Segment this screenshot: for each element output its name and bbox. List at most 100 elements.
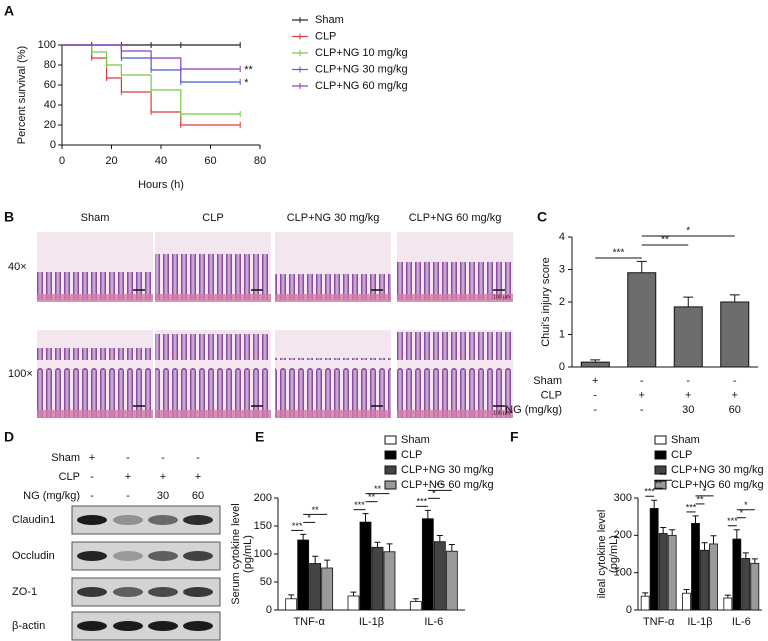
bar: [723, 597, 733, 611]
y-tick-label: 20: [44, 119, 56, 131]
error-bar: [701, 542, 708, 551]
significance: *: [703, 486, 707, 496]
scale-label: 100 μm: [493, 294, 510, 300]
y-axis-title: (pg/mL): [242, 535, 254, 573]
panel-label: F: [510, 429, 519, 445]
significance: **: [244, 64, 253, 76]
condition-value: -: [733, 375, 737, 387]
error-bar: [448, 543, 455, 552]
legend-label: Sham: [401, 434, 430, 446]
condition-value: +: [160, 471, 166, 483]
tissue: [397, 332, 513, 418]
condition-value: -: [640, 375, 644, 387]
significance: **: [436, 481, 444, 491]
significance: **: [696, 494, 704, 504]
condition-label: Sham: [533, 375, 562, 387]
y-axis-title: ileal cytokine level: [596, 510, 608, 599]
bar: [359, 521, 372, 611]
bar: [649, 508, 659, 611]
blot-band: [113, 587, 143, 597]
panel-label: B: [4, 209, 14, 225]
y-tick-label: 60: [44, 79, 56, 91]
error-bar: [651, 499, 658, 509]
condition-value: -: [126, 490, 130, 502]
legend-swatch: [654, 465, 667, 475]
error-bar: [412, 598, 419, 602]
condition-value: 60: [729, 404, 741, 416]
error-bar: [324, 559, 331, 568]
bar: [709, 543, 718, 611]
x-tick-label: IL-1β: [687, 616, 712, 628]
significance: *: [432, 489, 436, 499]
x-tick-label: TNF-α: [293, 616, 325, 628]
y-tick-label: 50: [260, 576, 272, 588]
blot-band: [77, 551, 107, 561]
significance: **: [655, 479, 663, 489]
error-bar: [386, 543, 393, 552]
mucosa: [155, 294, 271, 302]
significance: ***: [354, 500, 365, 510]
bar: [673, 306, 703, 368]
significance: ***: [613, 248, 625, 259]
legend-swatch: [654, 450, 667, 460]
significance: **: [368, 492, 376, 502]
legend-label: CLP+NG 60 mg/kg: [671, 479, 764, 491]
significance: *: [307, 513, 311, 523]
blot-band: [183, 515, 213, 525]
band-label: Occludin: [12, 550, 55, 562]
y-tick-label: 2: [559, 296, 565, 308]
column-label: CLP: [202, 212, 223, 224]
mucosa: [37, 410, 153, 418]
y-axis-title: (pg/mL): [608, 535, 620, 573]
bar: [580, 361, 610, 368]
condition-value: -: [90, 490, 94, 502]
y-tick-label: 40: [44, 99, 56, 111]
significance: *: [244, 77, 249, 89]
row-label: 40×: [8, 261, 27, 273]
column-label: Sham: [81, 212, 110, 224]
y-tick-label: 3: [559, 263, 565, 275]
error-bar: [683, 588, 690, 594]
condition-value: +: [592, 375, 598, 387]
x-tick-label: IL-6: [424, 616, 443, 628]
condition-value: -: [161, 452, 165, 464]
legend-label: CLP+NG 60 mg/kg: [315, 80, 408, 92]
legend-swatch: [654, 435, 667, 445]
bar: [667, 534, 677, 611]
column-label: CLP+NG 30 mg/kg: [287, 212, 380, 224]
bar: [732, 538, 742, 611]
bar: [383, 551, 396, 611]
y-tick-label: 80: [44, 59, 56, 71]
condition-value: -: [686, 375, 690, 387]
condition-value: +: [195, 471, 201, 483]
x-tick-label: IL-1β: [359, 616, 384, 628]
legend-label: CLP: [671, 449, 692, 461]
blot-band: [183, 551, 213, 561]
legend-label: CLP+NG 30 mg/kg: [315, 63, 408, 75]
bar: [371, 546, 384, 611]
error-bar: [733, 529, 740, 540]
condition-value: -: [196, 452, 200, 464]
bar: [321, 567, 334, 611]
bar: [297, 539, 310, 611]
x-tick-label: TNF-α: [643, 616, 675, 628]
condition-value: 30: [157, 490, 169, 502]
condition-value: +: [125, 471, 131, 483]
error-bar: [729, 294, 740, 302]
mucosa: [275, 410, 391, 418]
condition-value: +: [732, 389, 738, 401]
error-bar: [636, 260, 647, 273]
legend-swatch: [384, 450, 397, 460]
condition-label: CLP: [541, 389, 562, 401]
column-label: CLP+NG 60 mg/kg: [409, 212, 502, 224]
error-bar: [350, 591, 357, 596]
blot-band: [148, 551, 178, 561]
error-bar: [751, 558, 758, 564]
legend-swatch: [384, 465, 397, 475]
mucosa: [37, 294, 153, 302]
error-bar: [742, 552, 749, 559]
significance: ***: [292, 521, 303, 531]
y-tick-label: 0: [559, 361, 565, 373]
legend-swatch: [384, 435, 397, 445]
blot-band: [148, 515, 178, 525]
